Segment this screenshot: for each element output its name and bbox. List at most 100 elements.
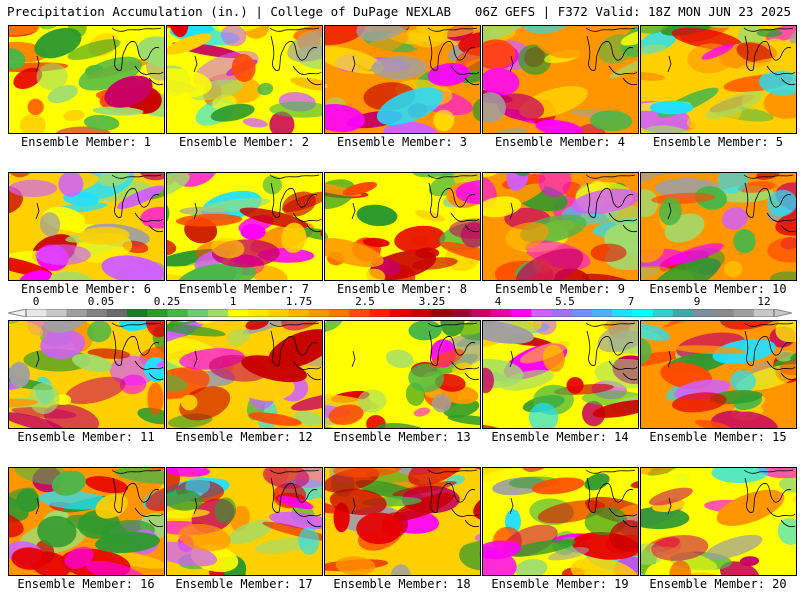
colorbar-label: 1 [229, 295, 237, 308]
great-lakes-outline [269, 27, 322, 86]
colorbar-swatch [693, 309, 714, 317]
colorbar-swatch [470, 309, 492, 317]
great-lakes-outline [743, 174, 796, 233]
colorbar-swatch [571, 309, 593, 317]
ensemble-member-caption: Ensemble Member: 3 [336, 135, 468, 149]
ensemble-member-caption: Ensemble Member: 6 [20, 282, 152, 296]
precip-field [483, 173, 638, 280]
ensemble-member-map [482, 467, 639, 576]
precip-field [325, 468, 480, 575]
ensemble-member-map [166, 467, 323, 576]
colorbar-swatch [248, 309, 270, 317]
precip-field [483, 321, 638, 428]
colorbar-swatch [652, 309, 674, 317]
colorbar-label: 3.25 [418, 295, 446, 308]
colorbar-max-arrow [773, 309, 792, 317]
colorbar-swatch [309, 309, 330, 317]
great-lakes-outline [269, 469, 322, 528]
colorbar-swatch [66, 309, 88, 317]
great-lakes-outline [585, 469, 638, 528]
colorbar-swatch [430, 309, 452, 317]
colorbar-label: 0.25 [153, 295, 181, 308]
precip-field [641, 468, 796, 575]
precip-field [641, 173, 796, 280]
precip-field [167, 321, 322, 428]
great-lakes-outline [427, 322, 480, 381]
colorbar-label: 4 [494, 295, 502, 308]
ensemble-member-caption: Ensemble Member: 5 [652, 135, 784, 149]
ensemble-member-caption: Ensemble Member: 10 [649, 282, 787, 296]
ensemble-member-map [640, 467, 797, 576]
colorbar-swatch [733, 309, 755, 317]
precip-field [167, 468, 322, 575]
ensemble-member-caption: Ensemble Member: 17 [175, 577, 313, 591]
great-lakes-outline [111, 174, 164, 233]
precip-field [9, 321, 164, 428]
ensemble-member-map [166, 320, 323, 429]
ensemble-member-caption: Ensemble Member: 8 [336, 282, 468, 296]
great-lakes-outline [743, 27, 796, 86]
colorbar-swatch [46, 309, 67, 317]
ensemble-member-caption: Ensemble Member: 9 [494, 282, 626, 296]
colorbar-swatch [490, 309, 512, 317]
great-lakes-outline [585, 174, 638, 233]
ensemble-member-map [8, 172, 165, 281]
colorbar-swatch [369, 309, 391, 317]
colorbar-swatch [713, 309, 735, 317]
colorbar-swatch [288, 309, 310, 317]
colorbar-swatch [410, 309, 431, 317]
ensemble-member-map [324, 25, 481, 134]
colorbar-label: 9 [693, 295, 701, 308]
ensemble-member-map [482, 25, 639, 134]
colorbar-swatch [268, 309, 290, 317]
colorbar [8, 309, 792, 317]
precip-field [483, 468, 638, 575]
colorbar-swatch [753, 309, 775, 317]
colorbar-swatch [672, 309, 694, 317]
ensemble-member-map [8, 25, 165, 134]
colorbar-swatch [26, 309, 47, 317]
ensemble-member-map [640, 25, 797, 134]
great-lakes-outline [427, 469, 480, 528]
ensemble-member-caption: Ensemble Member: 4 [494, 135, 626, 149]
colorbar-swatch [187, 309, 209, 317]
ensemble-member-caption: Ensemble Member: 7 [178, 282, 310, 296]
ensemble-member-caption: Ensemble Member: 12 [175, 430, 313, 444]
great-lakes-outline [743, 469, 796, 528]
colorbar-swatch [450, 309, 472, 317]
great-lakes-outline [585, 322, 638, 381]
precip-field [641, 321, 796, 428]
colorbar-swatch [329, 309, 350, 317]
ensemble-member-map [640, 320, 797, 429]
ensemble-member-caption: Ensemble Member: 13 [333, 430, 471, 444]
colorbar-swatch [167, 309, 189, 317]
precip-field [641, 26, 796, 133]
ensemble-member-map [8, 320, 165, 429]
ensemble-member-map [640, 172, 797, 281]
great-lakes-outline [743, 322, 796, 381]
colorbar-label: 5.5 [555, 295, 575, 308]
colorbar-swatch [632, 309, 654, 317]
precip-field [325, 26, 480, 133]
ensemble-member-map [166, 172, 323, 281]
ensemble-member-caption: Ensemble Member: 1 [20, 135, 152, 149]
ensemble-member-caption: Ensemble Member: 11 [17, 430, 155, 444]
great-lakes-outline [111, 322, 164, 381]
colorbar-swatch [127, 309, 148, 317]
colorbar-swatch [228, 309, 249, 317]
ensemble-member-map [482, 320, 639, 429]
ensemble-member-map [324, 467, 481, 576]
great-lakes-outline [111, 469, 164, 528]
ensemble-member-map [324, 172, 481, 281]
precip-field [9, 26, 164, 133]
colorbar-min-arrow [8, 309, 27, 317]
colorbar-label: 12 [757, 295, 771, 308]
ensemble-member-caption: Ensemble Member: 18 [333, 577, 471, 591]
great-lakes-outline [269, 174, 322, 233]
colorbar-label: 0 [32, 295, 40, 308]
colorbar-swatch [207, 309, 229, 317]
ensemble-member-map [482, 172, 639, 281]
ensemble-member-caption: Ensemble Member: 15 [649, 430, 787, 444]
ensemble-member-caption: Ensemble Member: 16 [17, 577, 155, 591]
